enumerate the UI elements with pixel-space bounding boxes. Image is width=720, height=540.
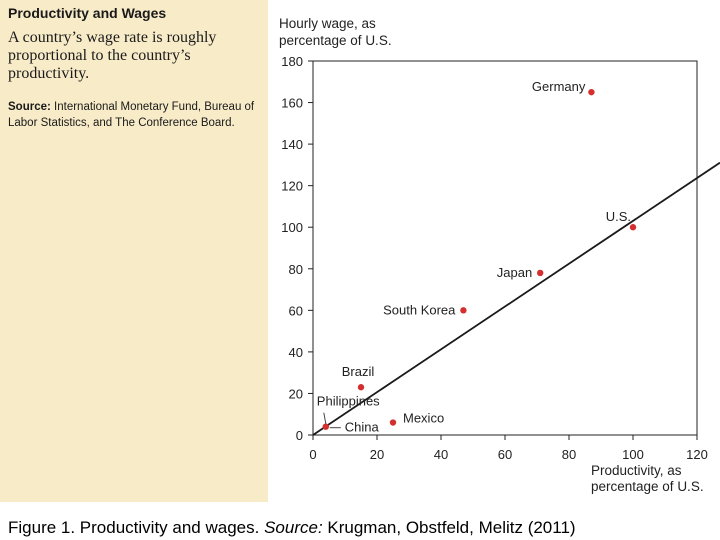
data-point [588,88,595,96]
data-point [389,419,397,426]
point-label: Mexico [403,411,444,426]
point-label: Philippines [317,394,380,409]
data-point [322,423,329,430]
reference-line-layer [312,161,720,436]
side-source-text: International Monetary Fund, Bureau of L… [8,101,255,129]
caption-source-text: Krugman, Obstfeld, Melitz (2011) [322,518,576,537]
y-tick-label: 80 [289,262,303,277]
x-axis-label-line-1: Productivity, as [591,463,682,478]
y-tick-label: 60 [289,303,303,318]
proportionality-line [312,161,720,436]
y-axis-label-line-1: Hourly wage, as [279,16,376,31]
side-title: Productivity and Wages [8,5,167,21]
leader-line [323,412,327,424]
y-tick-label: 160 [281,96,303,111]
data-point [537,269,544,277]
x-axis-label-line-2: percentage of U.S. [591,479,704,494]
point-label: Japan [497,265,532,280]
caption-source-label: Source: [264,518,323,537]
x-tick-label: 120 [686,447,708,462]
point-label: China [345,420,380,435]
y-tick-label: 0 [296,428,303,443]
y-tick-label: 180 [281,54,303,69]
x-tick-label: 60 [498,447,512,462]
x-tick-label: 80 [562,447,576,462]
y-tick-label: 140 [281,137,303,152]
point-label: South Korea [383,302,456,317]
scatter-chart: Hourly wage, as percentage of U.S. Produ… [279,16,720,494]
side-source: Source: International Monetary Fund, Bur… [8,99,266,131]
left-panel: Productivity and Wages A country’s wage … [0,0,268,502]
y-tick-label: 40 [289,345,303,360]
figure-caption: Figure 1. Productivity and wages. Source… [8,518,718,538]
chart-panel: Hourly wage, as percentage of U.S. Produ… [268,0,720,502]
point-label: Brazil [342,364,375,379]
side-description: A country’s wage rate is roughly proport… [8,29,217,82]
data-point [460,307,467,314]
x-tick-label: 100 [622,447,644,462]
axes-layer: 0 20 40 60 80 100 120 0 20 40 60 80 100 120 140 160 180 [281,54,708,462]
points-layer: Germany U.S. Japan South Korea Brazil Philipp… [317,79,637,435]
x-tick-label: 40 [434,447,448,462]
side-source-label: Source: [8,101,51,113]
y-tick-label: 20 [289,386,303,401]
x-tick-label: 0 [309,447,316,462]
y-tick-label: 120 [281,179,303,194]
point-label: U.S. [606,209,631,224]
point-label: Germany [532,79,586,94]
data-point [357,384,365,391]
caption-main: Figure 1. Productivity and wages. [8,518,265,537]
x-tick-label: 20 [370,447,384,462]
data-point [629,224,637,231]
y-tick-label: 100 [281,220,303,235]
y-axis-label-line-2: percentage of U.S. [279,33,392,48]
